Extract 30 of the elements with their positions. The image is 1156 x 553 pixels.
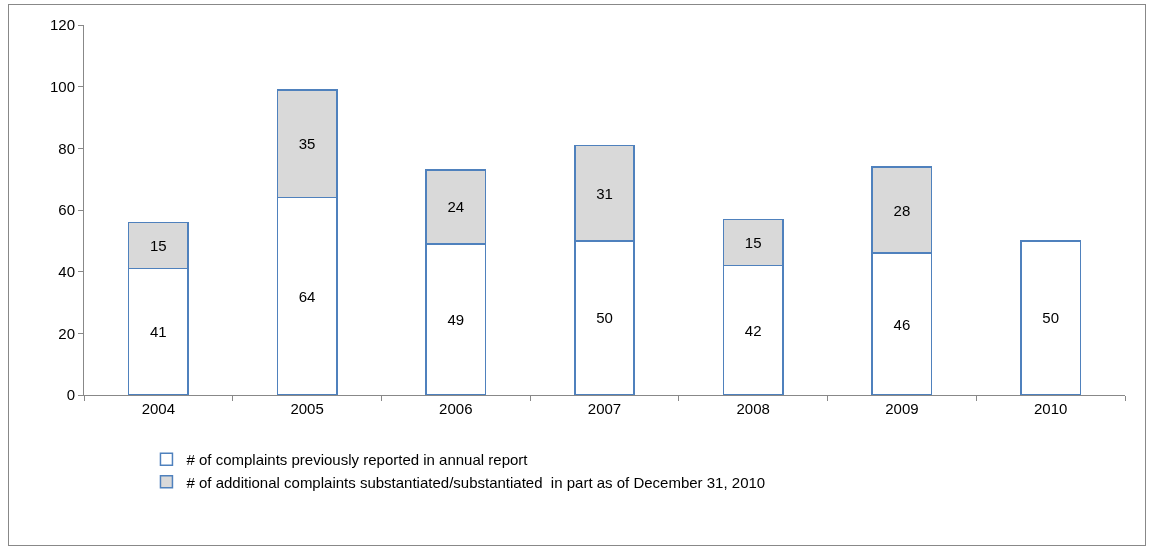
data-label: 15 — [744, 233, 762, 251]
data-label: 24 — [447, 198, 465, 216]
x-tick-label: 2004 — [141, 400, 176, 417]
data-label: 64 — [298, 287, 316, 305]
y-tick-label: 120 — [49, 16, 75, 34]
x-tick-label: 2006 — [439, 400, 473, 417]
data-label: 35 — [298, 135, 316, 153]
legend-label: # of additional complaints substantiated/substantiated in part as of December 31, 2010 — [186, 473, 766, 491]
data-label: 28 — [893, 201, 911, 219]
y-tick-label: 80 — [58, 139, 75, 157]
x-tick-label: 2009 — [885, 400, 919, 417]
data-label: 50 — [596, 309, 613, 327]
data-label: 31 — [596, 184, 613, 202]
y-tick-label: 100 — [49, 77, 75, 95]
data-label: 46 — [893, 315, 911, 333]
x-tick-label: 2007 — [587, 400, 622, 417]
legend-label: # of complaints previously reported in annual report — [186, 451, 529, 469]
y-tick-label: 40 — [58, 262, 75, 280]
y-tick-label: 0 — [66, 386, 75, 404]
data-label: 49 — [447, 310, 465, 328]
data-label: 42 — [744, 321, 762, 339]
y-tick-label: 60 — [58, 201, 75, 219]
bar — [1020, 240, 1082, 395]
y-tick-label: 20 — [58, 324, 75, 342]
data-label: 41 — [150, 323, 167, 341]
x-tick-label: 2008 — [736, 400, 770, 417]
data-label: 15 — [150, 236, 167, 254]
data-label: 50 — [1042, 309, 1059, 327]
x-tick-label: 2005 — [290, 400, 324, 417]
x-tick-label: 2010 — [1033, 400, 1068, 417]
